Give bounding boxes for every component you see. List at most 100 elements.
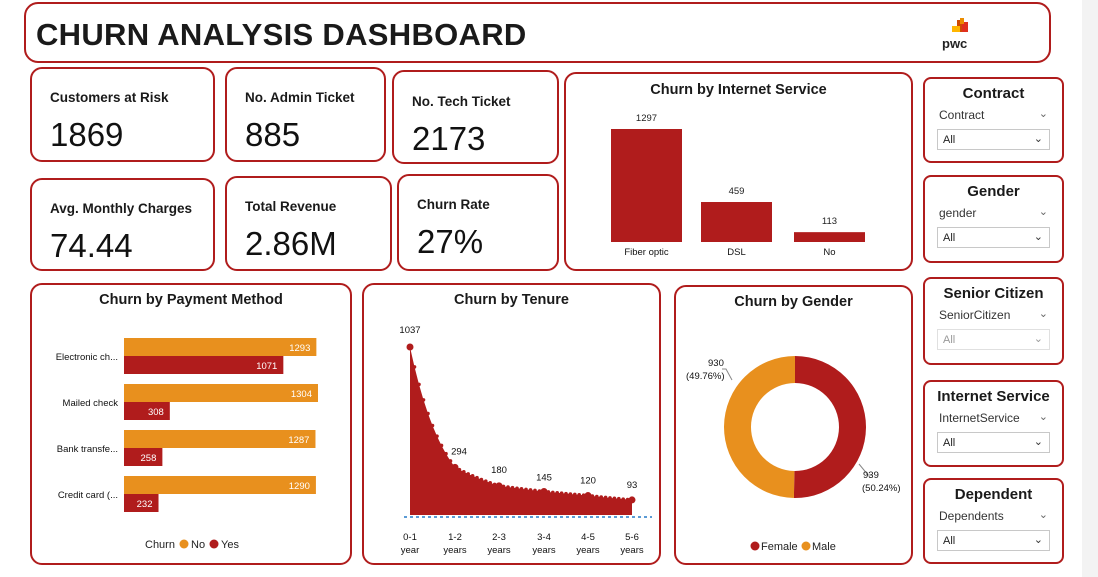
line-marker xyxy=(612,496,617,501)
tenure-chart-card: Churn by Tenure 1037 0-1 year 294 1-2 years 18… xyxy=(362,283,661,565)
kpi-churn-rate: Churn Rate 27% xyxy=(397,174,559,271)
slicer-title: Dependent xyxy=(954,486,1033,503)
line-marker xyxy=(412,365,417,369)
line-marker xyxy=(573,492,577,497)
tick-label: 1-2 xyxy=(448,532,462,543)
chevron-down-icon[interactable]: ⌄ xyxy=(1038,206,1048,218)
chart-title: Churn by Internet Service xyxy=(650,82,827,98)
line-marker xyxy=(524,487,528,492)
slicer-selected-value: All xyxy=(943,134,956,146)
area-fill xyxy=(410,347,632,515)
pwc-logo: pwc xyxy=(938,18,974,52)
slicer-field-label: gender xyxy=(939,206,977,220)
line-marker xyxy=(537,489,542,493)
chart-title: Churn by Payment Method xyxy=(99,292,283,308)
chart-title: Churn by Gender xyxy=(734,294,853,310)
tick-label: years xyxy=(532,545,555,556)
payment-method-chart-card: Churn by Payment Method 1293 1071 Electron… xyxy=(30,283,352,565)
line-marker xyxy=(551,490,555,495)
line-marker xyxy=(581,493,586,497)
line-marker xyxy=(444,451,448,456)
line-marker xyxy=(448,459,453,463)
line-marker xyxy=(590,494,595,498)
chevron-down-icon[interactable]: ⌄ xyxy=(1038,308,1048,320)
slicer-gender: Gender gender ⌄ All ⌄ xyxy=(923,175,1064,263)
line-marker xyxy=(417,382,421,387)
slicer-dropdown[interactable]: All ⌄ xyxy=(937,530,1050,551)
chart-title: Churn by Tenure xyxy=(454,292,569,308)
line-marker xyxy=(484,479,488,484)
slicer-field-label: InternetService xyxy=(939,411,1020,425)
legend-label: Female xyxy=(761,541,798,553)
data-label: 180 xyxy=(491,465,507,476)
line-marker xyxy=(457,467,462,472)
internet-service-chart: 1297 Fiber optic 459 DSL 113 No xyxy=(611,113,865,258)
line-marker xyxy=(435,434,439,438)
line-marker xyxy=(533,488,537,493)
kpi-label: Customers at Risk xyxy=(50,90,169,105)
bar-no xyxy=(124,338,317,356)
chevron-down-icon[interactable]: ⌄ xyxy=(1038,411,1048,423)
slicer-title: Senior Citizen xyxy=(943,285,1044,302)
slicer-title: Contract xyxy=(962,85,1025,102)
chevron-down-icon: ⌄ xyxy=(1033,231,1043,243)
line-marker xyxy=(608,496,612,500)
svg-text:pwc: pwc xyxy=(942,36,967,51)
kpi-value: 27% xyxy=(417,223,484,260)
kpi-label: Churn Rate xyxy=(417,197,490,212)
data-label: 930 xyxy=(708,358,724,369)
data-label: (50.24%) xyxy=(862,483,901,494)
tick-label: DSL xyxy=(727,247,745,258)
slicer-field-label: Contract xyxy=(939,108,985,122)
line-marker xyxy=(501,484,506,489)
data-point xyxy=(628,496,636,504)
bar xyxy=(794,232,865,242)
line-marker xyxy=(595,494,599,499)
slicer-selected-value: All xyxy=(943,232,956,244)
slicer-dropdown[interactable]: All ⌄ xyxy=(937,329,1050,350)
page-scrollbar[interactable] xyxy=(1082,0,1098,577)
line-marker xyxy=(625,497,630,502)
data-point xyxy=(406,343,414,351)
slicer-title: Gender xyxy=(967,183,1020,200)
bar-no xyxy=(124,384,318,402)
data-label: 1287 xyxy=(288,435,309,446)
kpi-admin-ticket: No. Admin Ticket 885 xyxy=(225,67,386,162)
tick-label: year xyxy=(401,545,419,556)
chevron-down-icon: ⌄ xyxy=(1033,436,1043,448)
line-marker xyxy=(426,411,430,416)
line-marker xyxy=(577,493,581,497)
data-label: 145 xyxy=(536,473,552,484)
line-marker xyxy=(603,495,608,500)
data-label: 93 xyxy=(627,480,638,491)
line-marker xyxy=(475,475,479,480)
kpi-value: 74.44 xyxy=(50,227,133,264)
legend-marker xyxy=(750,541,760,551)
slicer-dropdown[interactable]: All ⌄ xyxy=(937,129,1050,150)
line-marker xyxy=(510,485,515,490)
data-label: 1290 xyxy=(289,481,310,492)
data-label: 459 xyxy=(729,186,745,197)
slicer-dropdown[interactable]: All ⌄ xyxy=(937,227,1050,248)
data-label: (49.76%) xyxy=(686,371,725,382)
slicer-dropdown[interactable]: All ⌄ xyxy=(937,432,1050,453)
legend-label: Yes xyxy=(221,539,239,551)
line-marker xyxy=(439,443,444,448)
bar xyxy=(701,202,772,242)
data-label: 120 xyxy=(580,476,596,487)
line-marker xyxy=(470,474,475,478)
kpi-label: No. Admin Ticket xyxy=(245,90,355,105)
line-marker xyxy=(564,491,568,496)
tenure-chart: 1037 0-1 year 294 1-2 years 180 2-3 years 145 3-4 y… xyxy=(399,325,652,556)
kpi-avg-monthly-charges: Avg. Monthly Charges 74.44 xyxy=(30,178,215,271)
tick-label: Electronic ch... xyxy=(56,352,118,363)
tick-label: No xyxy=(823,247,835,258)
slicer-internetservice: Internet Service InternetService ⌄ All ⌄ xyxy=(923,380,1064,467)
line-marker xyxy=(492,482,497,487)
chevron-down-icon[interactable]: ⌄ xyxy=(1038,108,1048,120)
chevron-down-icon[interactable]: ⌄ xyxy=(1038,509,1048,521)
data-label: 1293 xyxy=(289,343,310,354)
line-marker xyxy=(621,497,625,501)
tick-label: years xyxy=(620,545,643,556)
kpi-label: Avg. Monthly Charges xyxy=(50,201,193,216)
